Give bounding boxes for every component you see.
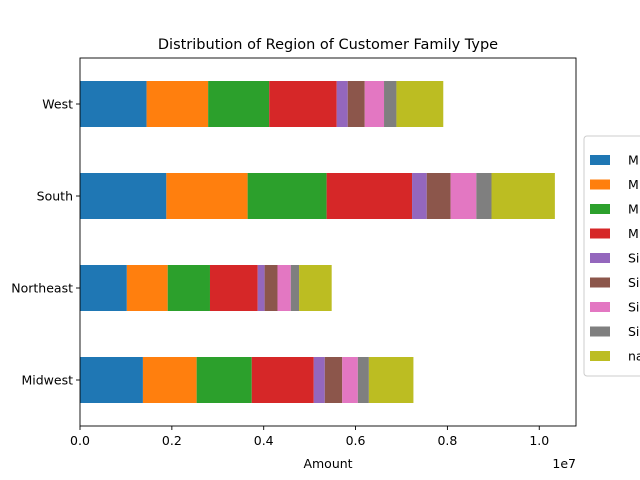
legend-swatch-7 bbox=[590, 326, 610, 337]
legend-swatch-1 bbox=[590, 179, 610, 190]
bar-midwest-series-8 bbox=[368, 357, 414, 403]
legend-swatch-2 bbox=[590, 204, 610, 214]
bar-west-series-5 bbox=[347, 81, 365, 127]
legend-label-2: M bbox=[628, 202, 639, 217]
bar-midwest-series-7 bbox=[357, 357, 369, 403]
x-tick-label: 0.4 bbox=[254, 433, 274, 448]
legend-label-4: Si bbox=[628, 251, 639, 266]
legend-label-5: Si bbox=[628, 275, 639, 290]
bar-northeast-series-5 bbox=[264, 265, 278, 311]
x-tick-label: 0.8 bbox=[437, 433, 457, 448]
bar-midwest-series-0 bbox=[80, 357, 143, 403]
bars-layer bbox=[80, 81, 555, 403]
bar-midwest-series-4 bbox=[313, 357, 325, 403]
x-axis-ticks: 0.0 0.2 0.4 0.6 0.8 1.0 bbox=[70, 426, 549, 448]
y-tick-label-northeast: Northeast bbox=[11, 281, 73, 296]
x-axis-label: Amount bbox=[303, 456, 352, 471]
bar-northeast-series-2 bbox=[167, 265, 210, 311]
bar-south-series-4 bbox=[412, 173, 427, 219]
y-tick-label-west: West bbox=[42, 97, 73, 112]
bar-northeast-series-1 bbox=[126, 265, 168, 311]
bar-midwest-series-3 bbox=[251, 357, 314, 403]
x-tick-label: 1.0 bbox=[529, 433, 549, 448]
y-axis-ticks: Midwest Northeast South West bbox=[11, 97, 80, 388]
bar-northeast-series-3 bbox=[209, 265, 258, 311]
bar-west-series-1 bbox=[146, 81, 209, 127]
bar-northeast-series-4 bbox=[257, 265, 265, 311]
legend-swatch-3 bbox=[590, 228, 610, 239]
legend-label-3: M bbox=[628, 226, 639, 241]
legend-swatch-0 bbox=[590, 155, 610, 165]
bar-west-series-3 bbox=[269, 81, 337, 127]
bar-south-series-6 bbox=[450, 173, 477, 219]
bar-northeast-series-0 bbox=[80, 265, 127, 311]
legend-label-6: Si bbox=[628, 300, 639, 315]
bar-west-series-8 bbox=[396, 81, 444, 127]
legend-swatch-4 bbox=[590, 253, 610, 263]
bar-west-series-4 bbox=[336, 81, 348, 127]
bar-south-series-0 bbox=[80, 173, 167, 219]
legend-swatch-5 bbox=[590, 277, 610, 288]
bar-south-series-8 bbox=[491, 173, 555, 219]
bar-midwest-series-6 bbox=[342, 357, 358, 403]
legend-label-0: M bbox=[628, 153, 639, 168]
bar-west-series-2 bbox=[208, 81, 270, 127]
legend-box bbox=[583, 135, 640, 377]
legend-label-1: M bbox=[628, 177, 639, 192]
chart-title: Distribution of Region of Customer Famil… bbox=[158, 37, 498, 53]
legend-swatch-6 bbox=[590, 302, 610, 312]
bar-northeast-series-8 bbox=[299, 265, 332, 311]
legend-swatch-8 bbox=[590, 351, 610, 361]
x-tick-label: 0.2 bbox=[162, 433, 182, 448]
bar-south-series-2 bbox=[247, 173, 327, 219]
bar-northeast-series-7 bbox=[290, 265, 300, 311]
bar-south-series-5 bbox=[426, 173, 451, 219]
y-tick-label-midwest: Midwest bbox=[21, 373, 73, 388]
bar-west-series-0 bbox=[80, 81, 147, 127]
bar-midwest-series-1 bbox=[142, 357, 197, 403]
bar-northeast-series-6 bbox=[277, 265, 291, 311]
y-tick-label-south: South bbox=[37, 189, 73, 204]
bar-south-series-1 bbox=[166, 173, 248, 219]
bar-west-series-6 bbox=[364, 81, 385, 127]
legend-label-8: na bbox=[628, 349, 640, 364]
bar-south-series-3 bbox=[326, 173, 413, 219]
bar-midwest-series-5 bbox=[324, 357, 343, 403]
x-axis-offset-label: 1e7 bbox=[552, 456, 576, 471]
plot-frame bbox=[79, 57, 577, 427]
x-tick-label: 0.0 bbox=[70, 433, 90, 448]
x-tick-label: 0.6 bbox=[346, 433, 366, 448]
legend-label-7: Si bbox=[628, 324, 639, 339]
bar-midwest-series-2 bbox=[196, 357, 252, 403]
bar-west-series-7 bbox=[384, 81, 397, 127]
bar-south-series-7 bbox=[476, 173, 492, 219]
